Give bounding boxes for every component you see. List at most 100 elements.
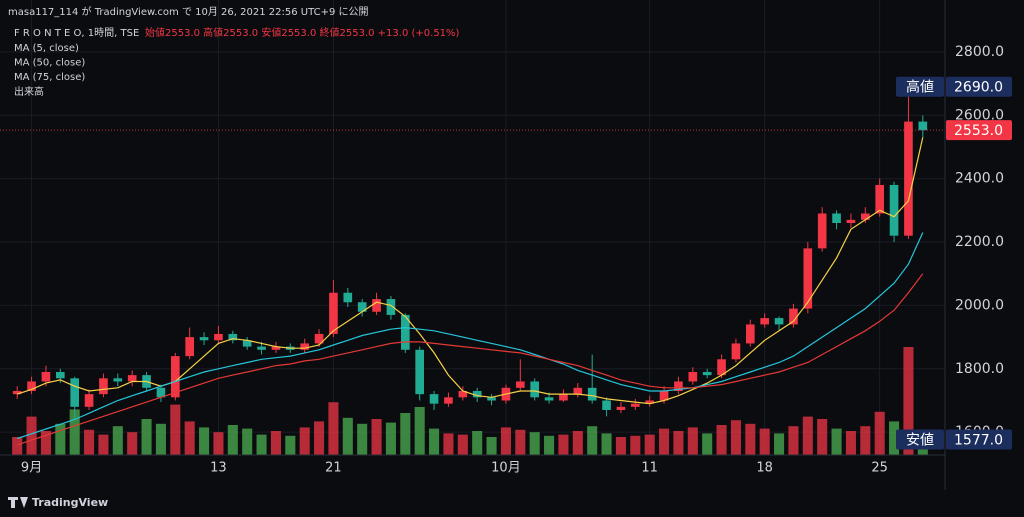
candle-body xyxy=(746,324,755,344)
volume-bar xyxy=(702,433,713,455)
header: masa117_114 が TradingView.com で 10月 26, … xyxy=(8,5,369,18)
volume-bar xyxy=(802,416,813,455)
x-tick-label: 11 xyxy=(641,461,658,476)
volume-bar xyxy=(256,434,267,455)
candle-body xyxy=(458,390,468,398)
y-tick-label: 2800.0 xyxy=(955,44,1004,60)
candle-body xyxy=(861,213,870,220)
candle-body xyxy=(271,346,281,350)
volume-bar xyxy=(199,427,210,455)
candle-body xyxy=(401,314,410,350)
volume-bar xyxy=(26,416,37,455)
x-tick-label: 13 xyxy=(210,461,227,476)
volume-bar xyxy=(874,411,885,455)
volume-bar xyxy=(889,421,900,455)
y-tick-label: 2600.0 xyxy=(955,107,1004,123)
candle-body xyxy=(113,378,123,382)
candle-body xyxy=(12,390,22,395)
x-tick-label: 21 xyxy=(325,461,342,476)
candle-body xyxy=(587,387,597,401)
candle-body xyxy=(472,390,482,398)
volume-bar xyxy=(429,428,440,455)
candle-body xyxy=(918,121,928,131)
candle-body xyxy=(242,340,252,347)
candle-body xyxy=(415,349,424,395)
candle-body xyxy=(228,333,238,341)
candle-body xyxy=(372,299,381,312)
candle-body xyxy=(875,184,884,214)
y-tick-label: 1800.0 xyxy=(955,361,1004,377)
volume-bar xyxy=(242,428,253,455)
x-tick-label: 9月 xyxy=(21,461,42,476)
candle-body xyxy=(731,343,741,360)
volume-bar xyxy=(673,431,684,455)
volume-bar xyxy=(141,419,152,455)
candle-body xyxy=(487,397,496,401)
candle-body xyxy=(156,387,166,398)
candle-body xyxy=(659,390,669,401)
high_marker-label: 2690.0 xyxy=(954,80,1003,96)
volume-bar xyxy=(328,402,339,455)
candle-body xyxy=(774,318,784,325)
low_marker-box xyxy=(946,429,1012,450)
volume-bar xyxy=(687,427,698,455)
candle-body xyxy=(832,213,841,224)
volume-bar xyxy=(112,426,123,455)
candle-body xyxy=(357,302,367,312)
volume-bar xyxy=(472,431,483,455)
volume-bar xyxy=(12,437,23,455)
low_marker-tag: 安値 xyxy=(906,432,934,448)
candle-body xyxy=(559,394,568,401)
volume-bar xyxy=(831,428,842,455)
candle-body xyxy=(530,381,539,398)
high_marker-tag-box xyxy=(896,76,944,97)
volume-bar xyxy=(385,422,396,455)
volume-bar xyxy=(127,432,138,455)
candle-body xyxy=(56,371,65,379)
volume-bar xyxy=(457,434,468,455)
volume-bar xyxy=(745,423,756,455)
candle-body xyxy=(27,381,36,391)
volume-bar xyxy=(788,426,799,455)
volume-bar xyxy=(285,435,296,455)
low_marker-tag-box xyxy=(896,429,944,450)
volume-bar xyxy=(500,427,511,455)
volume-bar xyxy=(817,419,828,455)
x-tick-label: 10月 xyxy=(491,461,521,476)
volume-bar xyxy=(69,409,80,455)
volume-bar xyxy=(730,420,741,455)
candle-body xyxy=(573,387,583,395)
ma-line xyxy=(17,273,924,446)
last_price-label: 2553.0 xyxy=(954,123,1003,139)
candle-body xyxy=(889,184,899,236)
candle-body xyxy=(516,381,525,388)
footer: TradingView xyxy=(32,496,108,509)
candle-body xyxy=(214,333,223,341)
volume-bar xyxy=(227,425,238,455)
candle-body xyxy=(99,378,108,395)
candle-body xyxy=(199,337,209,341)
high_marker-tag: 高値 xyxy=(906,79,934,96)
volume-bar xyxy=(98,434,109,455)
ohlc-readout: 始値2553.0 高値2553.0 安値2553.0 終値2553.0 +13.… xyxy=(145,26,460,39)
volume-bar xyxy=(759,428,770,455)
volume-bar xyxy=(587,426,598,455)
volume-bar xyxy=(601,433,612,455)
candle-body xyxy=(444,397,453,404)
candle-body xyxy=(41,371,51,382)
volume-bar xyxy=(371,419,382,455)
candle-body xyxy=(329,292,338,334)
volume-bar xyxy=(572,431,583,455)
volume-bar xyxy=(184,421,195,455)
candle-body xyxy=(760,318,769,325)
candle-body xyxy=(789,308,798,325)
candle-body xyxy=(257,346,266,350)
volume-bar xyxy=(515,429,526,455)
volume-bar xyxy=(860,426,871,455)
candle-body xyxy=(300,343,309,350)
candle-body xyxy=(616,406,626,410)
last_price-box xyxy=(946,120,1012,141)
ma-legend: MA (75, close) xyxy=(14,72,85,83)
y-tick-label: 2400.0 xyxy=(955,171,1004,187)
volume-bar xyxy=(615,437,626,455)
